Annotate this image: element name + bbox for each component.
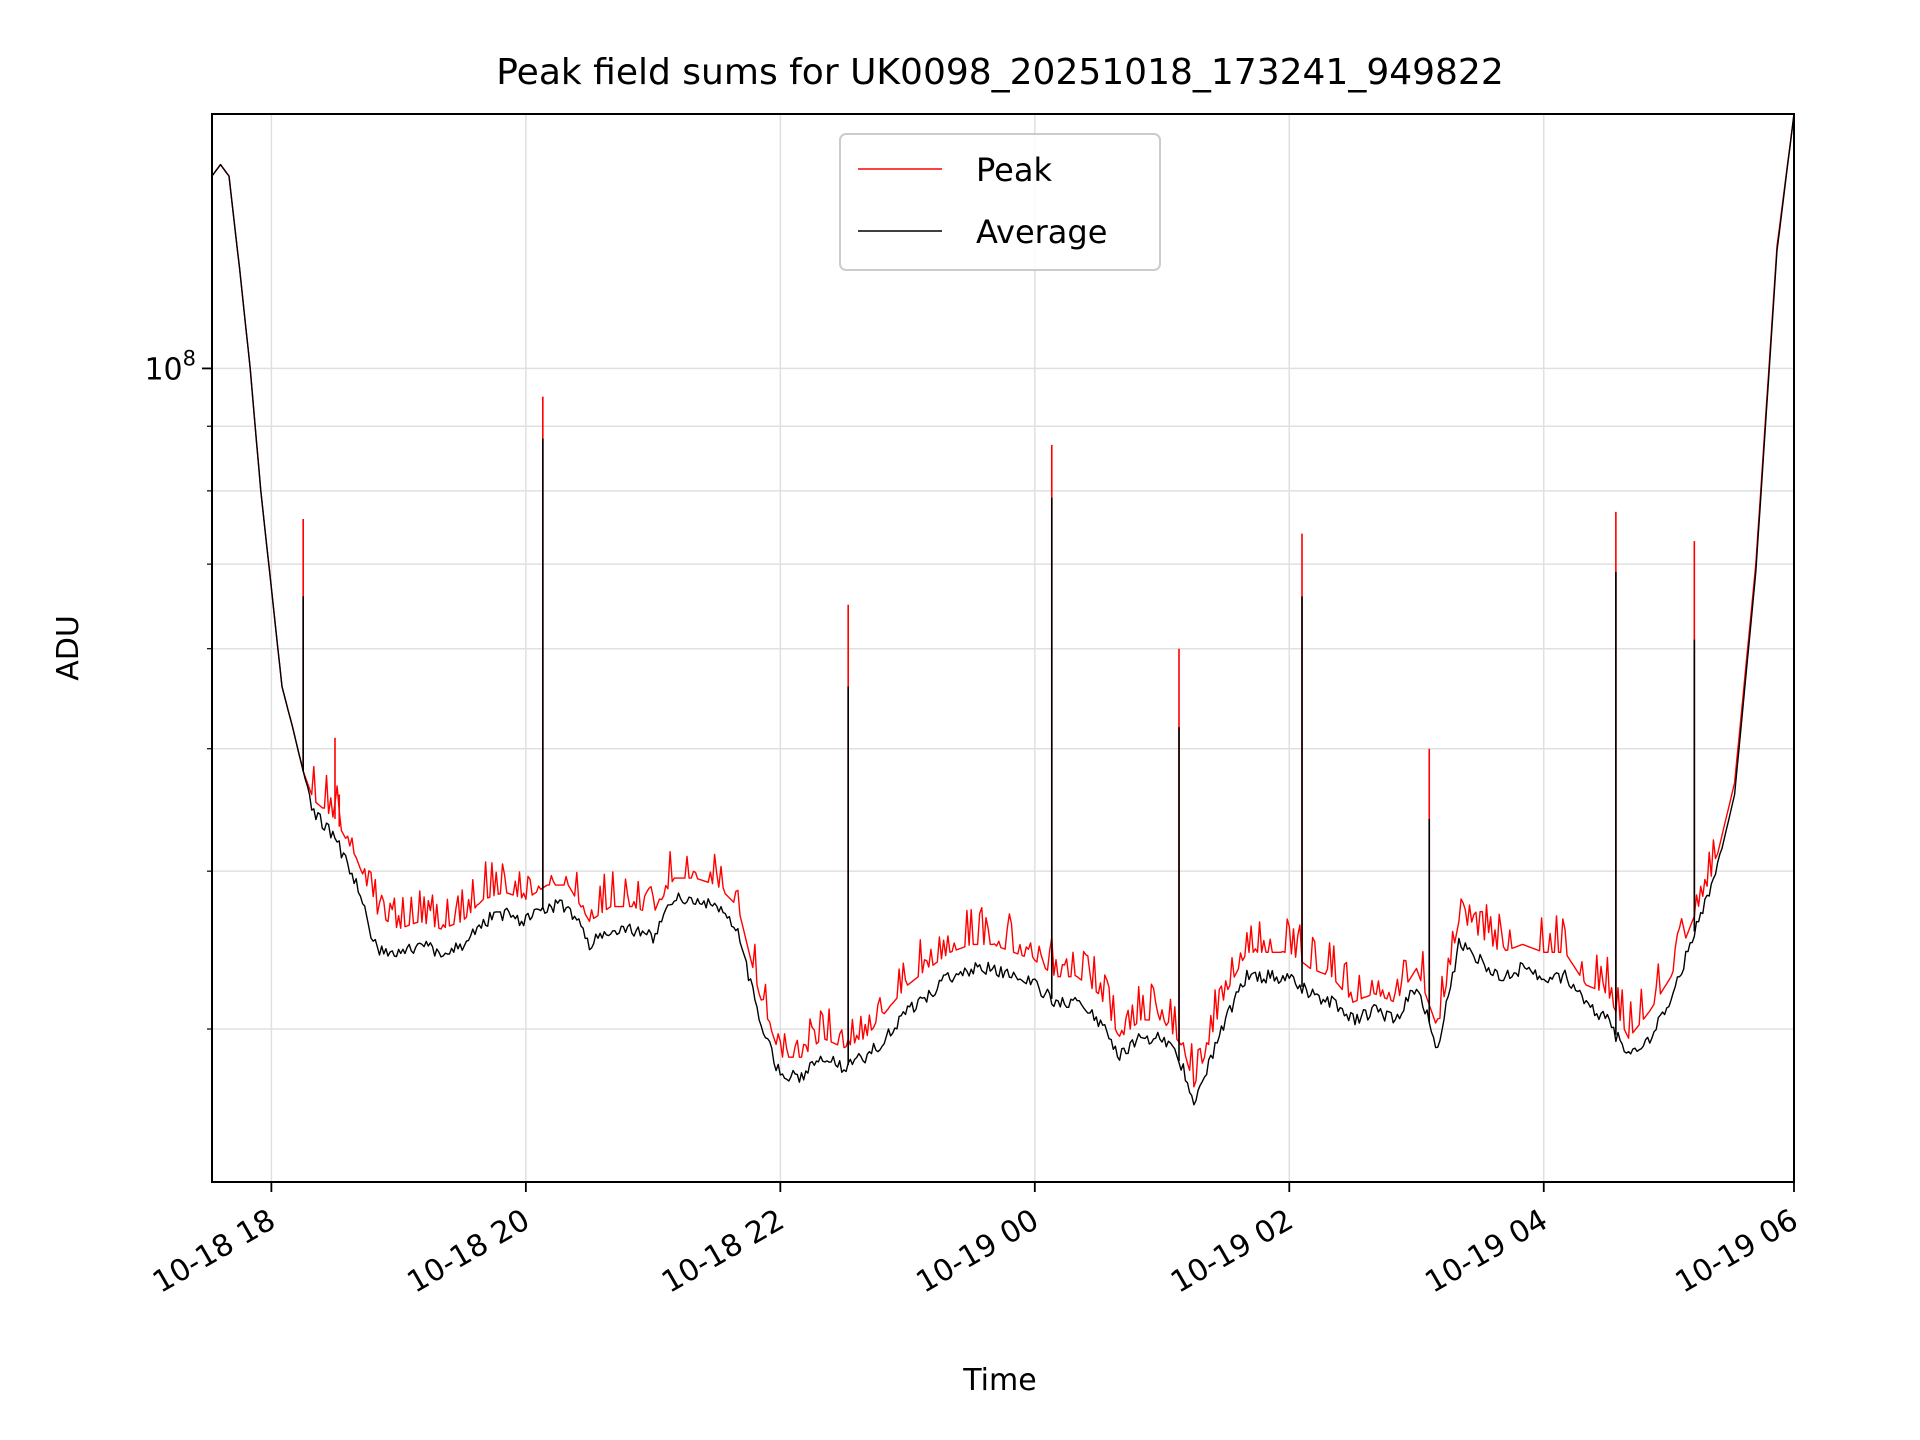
y-tick-label: 108 [144, 346, 196, 387]
legend-box [839, 133, 1161, 271]
plot-frame [211, 113, 1795, 1183]
legend: Peak Average [839, 133, 1161, 271]
series-line-peak [211, 113, 1795, 1088]
legend-label-peak: Peak [976, 151, 1052, 189]
grid [212, 114, 1794, 1182]
series-line-average [211, 113, 1795, 1106]
series-layer [211, 113, 1795, 1106]
chart-title: Peak field sums for UK0098_20251018_1732… [496, 52, 1504, 93]
x-axis-label: Time [962, 1363, 1036, 1398]
legend-label-average: Average [976, 213, 1107, 251]
y-axis-label: ADU [51, 615, 86, 681]
